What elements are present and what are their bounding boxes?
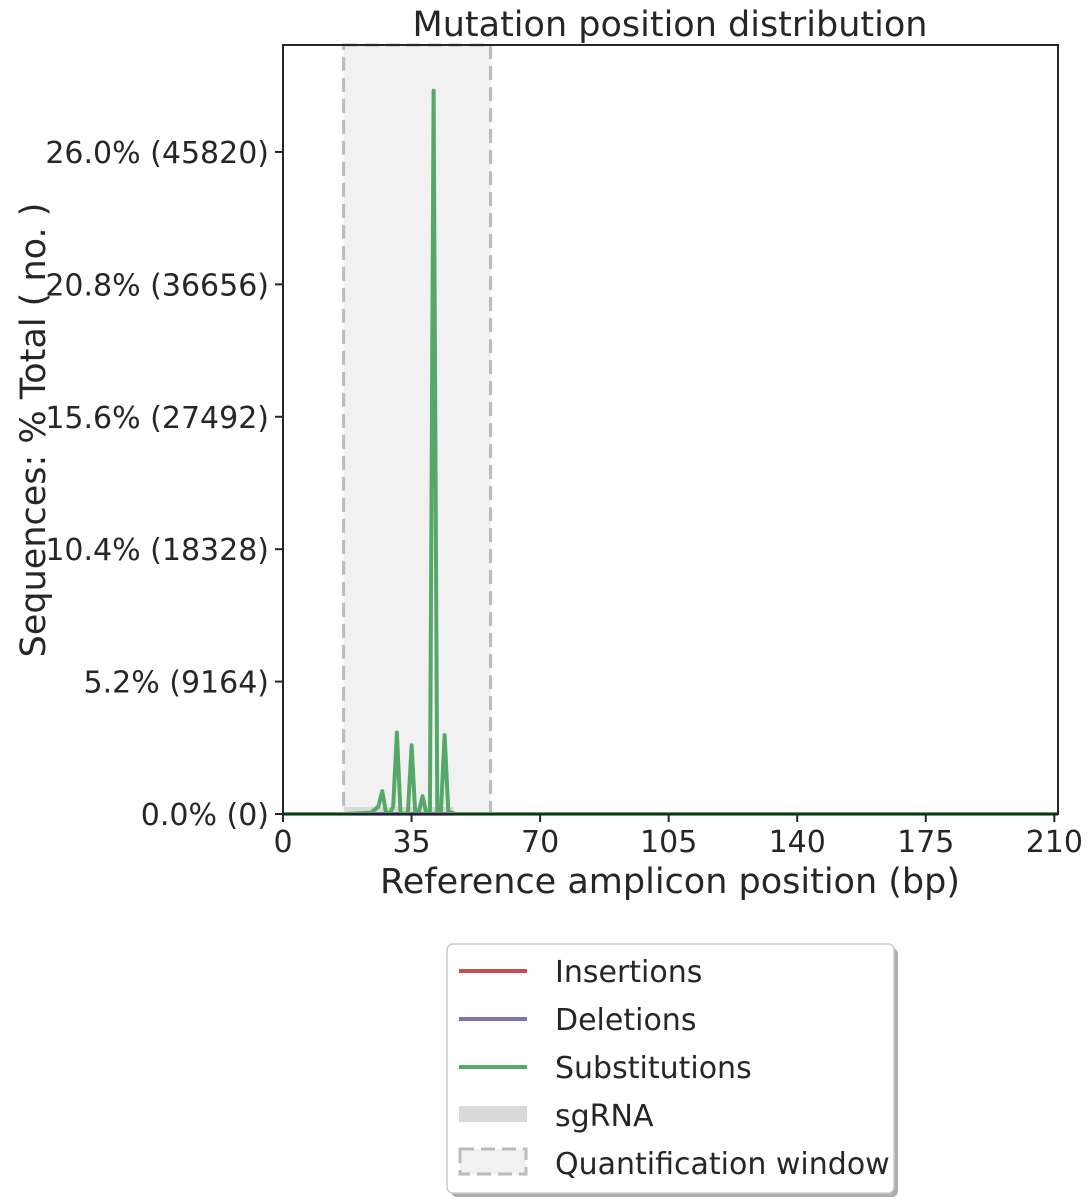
y-tick-label: 15.6% (27492) [45, 401, 269, 436]
legend-swatch-sgrna [459, 1106, 527, 1122]
x-tick-label: 105 [640, 825, 697, 860]
y-tick-label: 0.0% (0) [141, 798, 269, 833]
x-tick-label: 70 [521, 825, 559, 860]
y-axis: 0.0% (0) 5.2% (9164) 10.4% (18328) 15.6% (2… [45, 136, 283, 833]
y-axis-label: Sequences: % Total ( no. ) [14, 203, 54, 658]
y-tick-label: 20.8% (36656) [45, 268, 269, 303]
quantification-window-region [344, 45, 491, 814]
chart-title: Mutation position distribution [413, 5, 928, 45]
x-tick-label: 0 [273, 825, 292, 860]
legend-label-deletions: Deletions [555, 1003, 696, 1038]
y-tick-label: 5.2% (9164) [83, 666, 269, 701]
legend-label-substitutions: Substitutions [555, 1051, 752, 1086]
legend-label-quantification-window: Quantification window [555, 1147, 890, 1182]
legend-label-insertions: Insertions [555, 955, 702, 990]
y-tick-label: 26.0% (45820) [45, 136, 269, 171]
x-axis-label: Reference amplicon position (bp) [380, 862, 960, 902]
legend-swatch-quantification-window [460, 1149, 526, 1174]
x-tick-label: 210 [1026, 825, 1083, 860]
x-tick-label: 140 [769, 825, 826, 860]
legend-label-sgrna: sgRNA [555, 1099, 654, 1134]
y-tick-label: 10.4% (18328) [45, 533, 269, 568]
x-tick-label: 175 [897, 825, 954, 860]
legend: Insertions Deletions Substitutions sgRNA… [447, 944, 898, 1197]
x-tick-label: 35 [392, 825, 430, 860]
x-axis: 0 35 70 105 140 175 210 [273, 814, 1083, 860]
